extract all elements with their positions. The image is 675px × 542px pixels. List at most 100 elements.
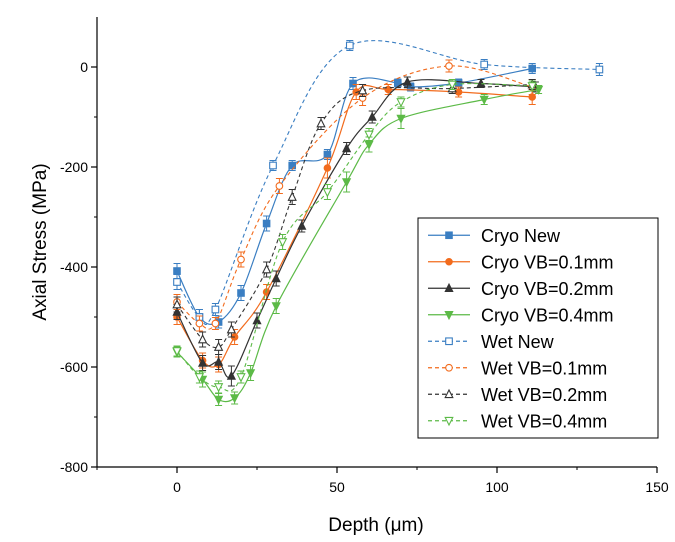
legend-marker: [445, 231, 453, 240]
legend-item: Wet New: [428, 332, 555, 352]
legend-label: Wet VB=0.1mm: [481, 358, 607, 378]
data-point: [237, 289, 245, 297]
data-point: [480, 60, 489, 69]
data-point: [211, 319, 220, 328]
data-point: [297, 220, 307, 230]
data-point: [349, 79, 357, 88]
data-point: [402, 76, 413, 86]
data-point: [172, 298, 182, 309]
data-point: [323, 164, 332, 172]
x-tick-label: 100: [485, 479, 509, 495]
legend-item: Cryo VB=0.2mm: [428, 279, 614, 299]
legend-item: Wet VB=0.1mm: [428, 358, 607, 378]
data-point: [316, 117, 326, 128]
data-point: [197, 357, 208, 367]
y-tick-label: -800: [60, 459, 88, 475]
legend-label: Wet New: [481, 332, 555, 352]
x-tick-label: 150: [645, 479, 669, 495]
series-wet-vb-0-4mm: [172, 79, 537, 394]
legend-marker: [444, 282, 454, 293]
data-point: [323, 150, 332, 159]
y-tick-label: -600: [60, 359, 88, 375]
data-point: [287, 191, 297, 201]
legend-label: Cryo VB=0.2mm: [481, 279, 614, 299]
legend-item: Wet VB=0.2mm: [428, 385, 607, 405]
data-point: [271, 302, 281, 312]
series-line: [176, 83, 533, 392]
y-axis-title: Axial Stress (MPa): [30, 163, 51, 320]
legend-marker: [444, 310, 454, 321]
data-point: [213, 356, 224, 366]
data-point: [226, 323, 237, 334]
data-point: [211, 305, 220, 314]
series-line: [176, 84, 533, 368]
legend-label: Cryo VB=0.4mm: [481, 305, 614, 325]
series-cryo-vb-0-4mm: [172, 85, 544, 406]
legend-marker: [445, 257, 453, 266]
data-point: [261, 263, 272, 274]
data-point: [172, 347, 182, 357]
data-point: [322, 188, 333, 198]
plot-frame: [96, 17, 657, 468]
data-point: [447, 80, 457, 91]
data-point: [213, 341, 224, 351]
legend-item: Cryo VB=0.4mm: [428, 305, 614, 325]
x-axis: 0 50 100 150: [96, 467, 669, 495]
data-point: [396, 114, 406, 124]
data-point: [197, 333, 208, 344]
data-point: [245, 369, 256, 379]
data-point: [367, 111, 377, 121]
series-line: [176, 65, 533, 330]
data-point: [194, 373, 205, 383]
data-point: [341, 178, 352, 188]
legend-marker: [444, 388, 454, 399]
x-tick-label: 0: [173, 479, 181, 495]
legend-box: [417, 217, 659, 439]
data-point: [226, 370, 237, 380]
data-point: [364, 140, 374, 150]
data-point: [262, 219, 271, 228]
data-point: [195, 319, 204, 328]
data-point: [357, 84, 368, 95]
x-axis-title: Depth (μm): [328, 515, 423, 536]
legend-item: Cryo VB=0.1mm: [428, 252, 614, 272]
data-point: [275, 182, 284, 190]
legend-marker: [445, 337, 453, 346]
data-point: [213, 383, 224, 393]
data-point: [345, 41, 354, 50]
legend: Cryo New Cryo VB=0.1mm Cryo VB=0.2mm Cryo V…: [417, 217, 659, 439]
data-point: [271, 273, 281, 283]
data-point: [269, 161, 277, 170]
series-layer: [172, 40, 604, 406]
data-point: [236, 373, 246, 383]
data-point: [479, 95, 489, 105]
data-point: [277, 238, 288, 248]
data-point: [173, 267, 181, 275]
legend-label: Wet VB=0.4mm: [481, 411, 607, 431]
legend-label: Wet VB=0.2mm: [481, 385, 607, 405]
data-point: [213, 395, 224, 405]
data-point: [396, 98, 406, 108]
legend-marker: [445, 363, 453, 372]
data-point: [445, 62, 453, 70]
data-point: [288, 161, 296, 170]
x-tick-label: 50: [329, 479, 345, 495]
data-point: [229, 394, 240, 404]
y-axis: -800 -600 -400 -200 0: [60, 59, 97, 475]
data-point: [527, 82, 537, 92]
data-point: [237, 255, 245, 264]
legend-item: Cryo New: [428, 226, 561, 246]
legend-marker: [444, 416, 454, 427]
y-tick-label: 0: [80, 59, 88, 75]
data-point: [595, 65, 604, 74]
legend-label: Cryo New: [481, 226, 561, 246]
data-point: [528, 64, 537, 73]
y-tick-label: -200: [60, 159, 88, 175]
data-point: [173, 278, 181, 286]
series-line: [176, 83, 533, 349]
data-point: [364, 130, 374, 141]
data-point: [341, 143, 352, 153]
legend-label: Cryo VB=0.1mm: [481, 252, 614, 272]
legend-item: Wet VB=0.4mm: [428, 411, 607, 431]
